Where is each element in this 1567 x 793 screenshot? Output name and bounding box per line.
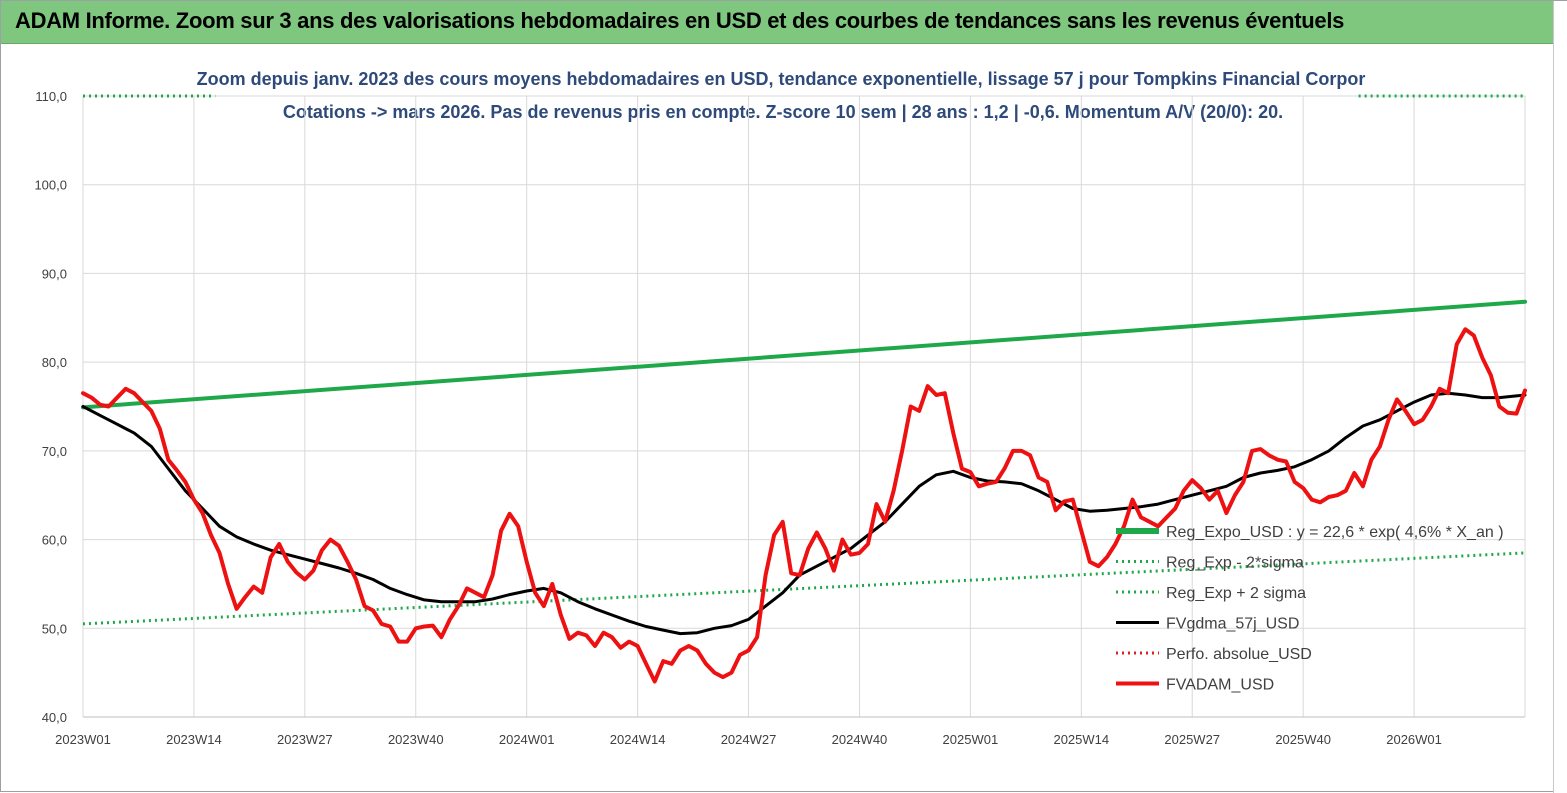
legend: Reg_Expo_USD : y = 22,6 * exp( 4,6% * X_… (1116, 524, 1504, 694)
legend-entry-label: FVgdma_57j_USD (1166, 616, 1299, 633)
right-edge-strip (1553, 1, 1567, 793)
y-tick-label: 60,0 (42, 533, 67, 548)
x-tick-label: 2023W01 (55, 732, 111, 747)
series-group (81, 94, 1527, 684)
series-line-reg-expo-usd-y-22-6-exp-4-6-x-an (81, 299, 1527, 410)
x-tick-label: 2023W27 (277, 732, 333, 747)
x-tick-label: 2025W14 (1053, 732, 1109, 747)
y-tick-label: 70,0 (42, 444, 67, 459)
x-axis-ticks: 2023W01 2023W14 2023W27 2023W40 2024W01 2024W… (55, 732, 1442, 747)
x-tick-label: 2024W27 (721, 732, 777, 747)
legend-entry-label: Reg_Exp - 2*sigma (1166, 555, 1304, 572)
header-banner: ADAM Informe. Zoom sur 3 ans des valoris… (1, 1, 1553, 44)
y-axis-ticks: 40,0 50,0 60,0 70,0 80,0 90,0 100,0 110,0 (34, 89, 67, 725)
series-line-fvadam-usd (81, 327, 1527, 684)
legend-entry-label: Reg_Exp + 2 sigma (1166, 585, 1306, 602)
x-gridlines (82, 96, 1526, 718)
chart-title-line2: Cotations -> mars 2026. Pas de revenus p… (283, 102, 1283, 122)
y-tick-label: 50,0 (42, 621, 67, 636)
x-tick-label: 2024W01 (499, 732, 555, 747)
y-tick-label: 90,0 (42, 266, 67, 281)
x-tick-label: 2025W27 (1164, 732, 1220, 747)
x-tick-label: 2026W01 (1386, 732, 1442, 747)
y-gridlines (83, 95, 1525, 718)
chart-title-line1: Zoom depuis janv. 2023 des cours moyens … (197, 69, 1366, 89)
legend-entry-label: FVADAM_USD (1166, 677, 1274, 694)
x-tick-label: 2025W01 (943, 732, 999, 747)
y-tick-label: 40,0 (42, 710, 67, 725)
x-tick-label: 2024W14 (610, 732, 666, 747)
y-tick-label: 80,0 (42, 355, 67, 370)
legend-entry-label: Reg_Expo_USD : y = 22,6 * exp( 4,6% * X_… (1166, 524, 1504, 541)
series-line-reg-exp-2-sigma (82, 551, 1526, 626)
y-tick-label: 110,0 (35, 89, 67, 104)
x-tick-label: 2025W40 (1275, 732, 1331, 747)
legend-entry-label: Perfo. absolue_USD (1166, 646, 1312, 663)
x-tick-label: 2023W40 (388, 732, 444, 747)
y-tick-label: 100,0 (34, 178, 67, 193)
x-tick-label: 2024W40 (832, 732, 888, 747)
banner-title: ADAM Informe. Zoom sur 3 ans des valoris… (15, 8, 1345, 33)
series-line-fvgdma-57j-usd (81, 391, 1527, 636)
x-tick-label: 2023W14 (166, 732, 222, 747)
